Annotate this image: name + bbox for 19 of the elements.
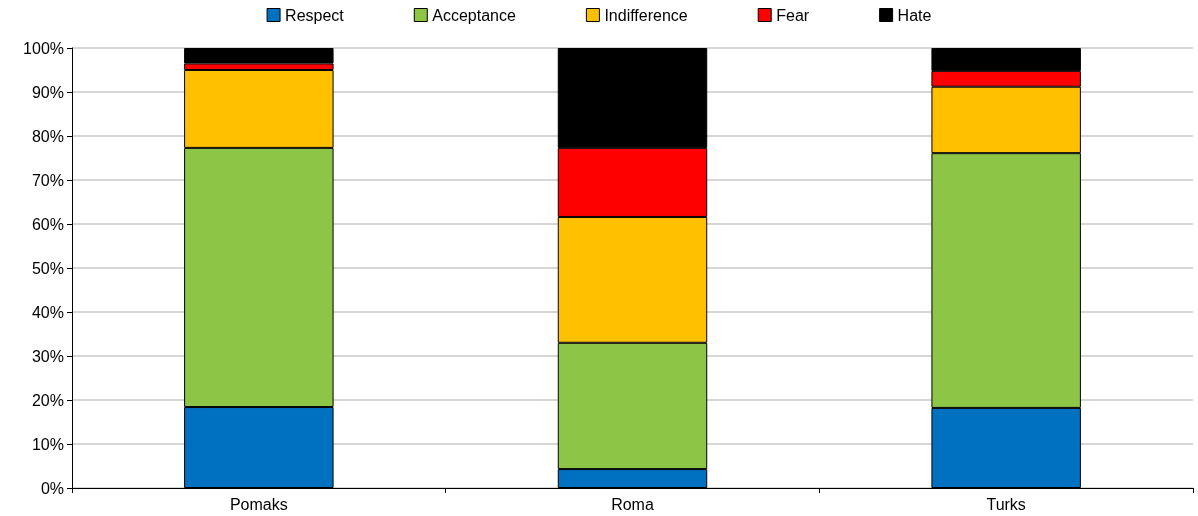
y-tick-label: 50% [31, 259, 64, 277]
x-tick-label: Turks [986, 495, 1026, 513]
y-tick-label: 60% [31, 215, 64, 233]
y-tick-label: 100% [23, 39, 64, 57]
x-tick-label: Roma [611, 495, 654, 513]
legend-label: Respect [285, 6, 345, 24]
y-tick-label: 90% [31, 83, 64, 101]
legend-label: Hate [897, 6, 932, 24]
legend-label: Indifference [604, 6, 688, 24]
y-tick-label: 0% [40, 479, 64, 497]
y-tick-label: 20% [31, 391, 64, 409]
x-tick-label: Pomaks [229, 495, 288, 513]
legend-label: Acceptance [432, 6, 516, 24]
y-tick-label: 10% [31, 435, 64, 453]
y-tick-label: 30% [31, 347, 64, 365]
y-tick-label: 70% [31, 171, 64, 189]
legend-label: Fear [776, 6, 810, 24]
y-tick-label: 40% [31, 303, 64, 321]
y-tick-label: 80% [31, 127, 64, 145]
